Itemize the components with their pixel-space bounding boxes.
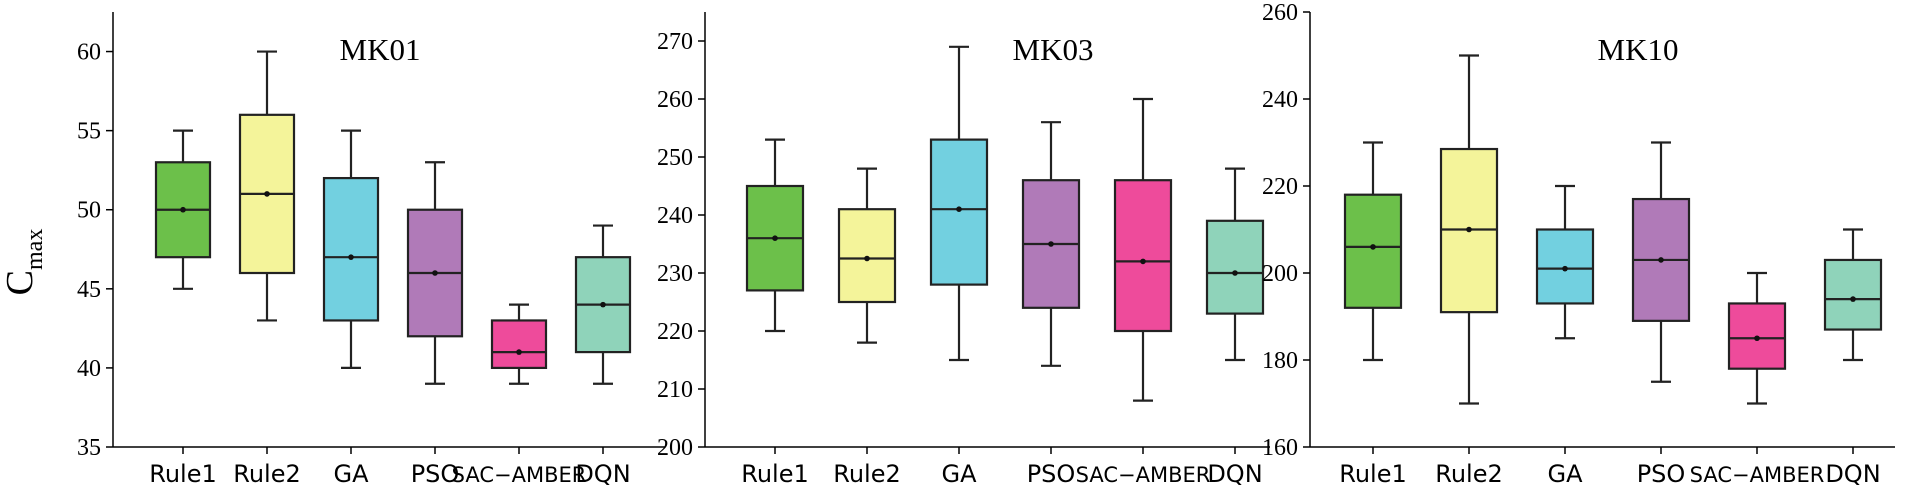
iqr-box [322, 176, 380, 322]
mean-marker [956, 206, 962, 212]
mean-marker [1754, 335, 1760, 342]
y-tick-label: 260 [657, 87, 693, 113]
iqr-box [1823, 258, 1883, 331]
mean-marker [1850, 296, 1856, 302]
x-tick-label: GA [941, 460, 977, 488]
mean-marker [348, 254, 354, 260]
mean-marker [264, 191, 270, 197]
y-tick-label: 250 [657, 145, 693, 171]
box-dqn: DQN [574, 224, 632, 488]
mean-marker [1466, 226, 1472, 233]
box-rule1: Rule1 [149, 129, 217, 488]
panel-title: MK01 [340, 32, 421, 67]
y-tick-label: 220 [1262, 174, 1298, 200]
mean-marker [180, 206, 186, 213]
box-ga: GA [929, 45, 989, 488]
iqr-box [1113, 179, 1173, 333]
panel-title: MK10 [1598, 32, 1679, 67]
box-pso: PSO [1021, 121, 1081, 488]
y-tick-label: 45 [77, 277, 101, 303]
box-sac-amber: SAC−AMBER [1076, 97, 1211, 487]
y-tick-label: 180 [1262, 348, 1298, 374]
y-tick-label: 240 [1262, 87, 1298, 113]
x-tick-label: SAC−AMBER [1690, 463, 1825, 487]
mean-marker [864, 255, 870, 262]
mean-marker [1658, 257, 1664, 263]
y-tick-label: 60 [77, 40, 101, 66]
box-pso: PSO [406, 161, 464, 488]
x-tick-label: DQN [1207, 460, 1262, 488]
y-tick-label: 160 [1262, 435, 1298, 461]
box-sac-amber: SAC−AMBER [452, 303, 587, 487]
y-tick-label: 220 [657, 319, 693, 345]
x-tick-label: GA [1547, 460, 1583, 488]
box-rule2: Rule2 [833, 167, 901, 488]
y-tick-label: 210 [657, 377, 693, 403]
y-tick-label: 200 [1262, 261, 1298, 287]
iqr-box [1205, 219, 1265, 315]
box-rule2: Rule2 [233, 50, 301, 488]
y-tick-label: 50 [77, 198, 101, 224]
panel-mk01: 35 40 45 50 55 60 MK01 Rule1 Rule2 GA PSOSAC−AMBER… [77, 12, 665, 488]
box-sac-amber: SAC−AMBER [1690, 271, 1825, 487]
box-rule1: Rule1 [741, 138, 809, 488]
box-pso: PSO [1631, 141, 1691, 488]
mean-marker [516, 349, 522, 355]
y-tick-label: 270 [657, 29, 693, 55]
x-tick-label: Rule1 [1339, 460, 1407, 488]
box-rule2: Rule2 [1435, 54, 1503, 488]
y-tick-label: 240 [657, 203, 693, 229]
x-tick-label: Rule1 [149, 460, 217, 488]
x-tick-label: Rule2 [233, 460, 301, 488]
mean-marker [432, 270, 438, 276]
mean-marker [600, 301, 606, 308]
x-tick-label: DQN [575, 460, 630, 488]
x-tick-label: PSO [1027, 460, 1076, 488]
mean-marker [1140, 258, 1146, 265]
mean-marker [1562, 265, 1568, 272]
iqr-box [837, 208, 897, 304]
y-tick-label: 260 [1262, 0, 1298, 26]
y-tick-label: 55 [77, 119, 101, 145]
y-tick-label: 40 [77, 356, 101, 382]
x-tick-label: DQN [1825, 460, 1880, 488]
x-tick-label: SAC−AMBER [452, 463, 587, 487]
y-axis-label-main: C [0, 270, 41, 295]
x-tick-label: SAC−AMBER [1076, 463, 1211, 487]
panel-mk03: 200 210 220 230 240 250 260 270 MK03 Rule1 Rule2 GA… [657, 12, 1270, 488]
panel-mk10: 160 180 200 220 240 260 MK10 Rule1 Rule2 GA PSO SAC… [1262, 0, 1895, 488]
y-axis-label: Cmax [0, 229, 48, 296]
mean-marker [772, 235, 778, 241]
box-dqn: DQN [1823, 228, 1883, 488]
x-tick-label: Rule1 [741, 460, 809, 488]
box-dqn: DQN [1205, 167, 1265, 488]
iqr-box [1343, 193, 1403, 309]
iqr-box [929, 138, 989, 286]
x-tick-label: Rule2 [833, 460, 901, 488]
y-axis-label-subscript: max [22, 229, 48, 270]
iqr-box [490, 319, 548, 370]
x-tick-label: PSO [411, 460, 460, 488]
panel-title: MK03 [1013, 32, 1094, 67]
y-tick-label: 35 [77, 435, 101, 461]
x-tick-label: GA [333, 460, 369, 488]
mean-marker [1370, 244, 1376, 250]
x-tick-label: PSO [1637, 460, 1686, 488]
mean-marker [1232, 270, 1238, 276]
x-tick-label: Rule2 [1435, 460, 1503, 488]
mean-marker [1048, 241, 1054, 247]
box-ga: GA [1535, 184, 1595, 488]
svg-text:Cmax: Cmax [0, 229, 48, 296]
box-rule1: Rule1 [1339, 141, 1407, 488]
y-tick-label: 200 [657, 435, 693, 461]
box-ga: GA [322, 129, 380, 488]
y-tick-label: 230 [657, 261, 693, 287]
